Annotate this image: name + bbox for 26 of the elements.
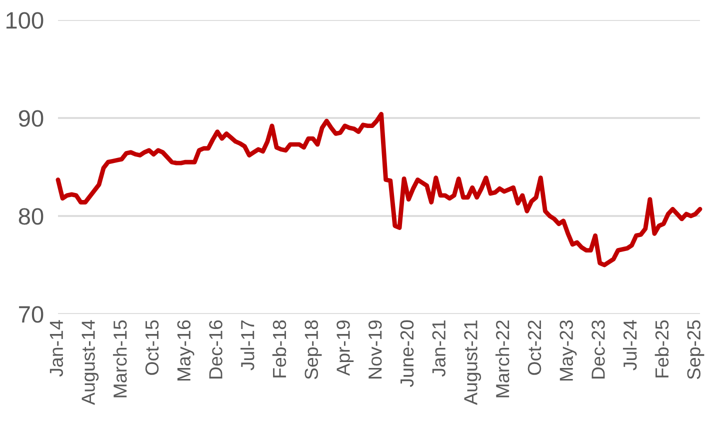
- x-tick-label: Nov-19: [368, 320, 382, 378]
- x-tick-label: Apr-19: [336, 320, 354, 376]
- x-tick-label: Feb-25: [654, 320, 669, 378]
- x-tick-label: Jul-17: [240, 320, 254, 370]
- x-tick-label: Jan-21: [432, 320, 446, 377]
- x-tick-label: June-20: [400, 320, 414, 388]
- x-tick-label: March-22: [495, 320, 510, 398]
- y-tick-label: 80: [18, 208, 44, 225]
- x-tick-label: August-21: [464, 320, 482, 405]
- x-tick-label: Dec-16: [209, 320, 222, 378]
- y-tick-label: 90: [18, 110, 44, 127]
- x-tick-label: Sep-18: [304, 320, 322, 380]
- line-series: [56, 112, 702, 268]
- x-tick-label: Jul-24: [622, 320, 637, 370]
- x-tick-label: May-16: [177, 320, 194, 381]
- y-tick-label: 70: [19, 306, 44, 323]
- x-tick-label: Oct-15: [145, 320, 159, 375]
- x-tick-label: Sep-25: [687, 320, 704, 380]
- x-tick-label: Feb-18: [272, 320, 286, 378]
- x-tick-label: Oct-22: [528, 320, 542, 375]
- x-tick-label: Dec-23: [592, 320, 605, 378]
- x-tick-label: August-14: [82, 320, 99, 405]
- x-tick-label: Jan-14: [50, 320, 64, 377]
- x-tick-label: May-23: [560, 320, 577, 381]
- y-tick-label: 100: [6, 12, 44, 29]
- x-tick-label: March-15: [113, 320, 127, 398]
